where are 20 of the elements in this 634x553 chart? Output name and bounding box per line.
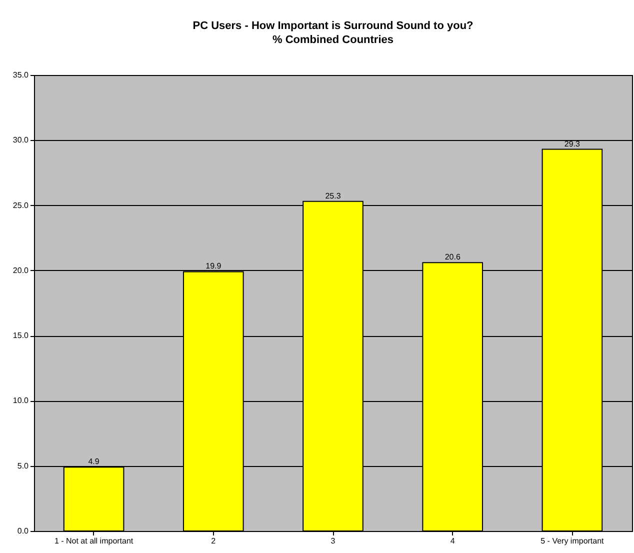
data-label: 19.9 [206, 262, 222, 271]
y-tick-label: 10.0 [12, 396, 30, 406]
y-tick-label: 30.0 [12, 136, 30, 145]
y-tick-label: 15.0 [12, 331, 30, 340]
data-label: 4.9 [88, 457, 100, 466]
y-tick-label: 20.0 [12, 266, 30, 275]
y-tick-label: 25.0 [12, 200, 30, 210]
x-tick-label: 1 - Not at all important [54, 536, 134, 546]
chart-title: PC Users - How Important is Surround Sound to you? [192, 20, 474, 32]
x-tick-label: 2 [211, 536, 216, 546]
data-label: 29.3 [564, 139, 581, 148]
data-label: 25.3 [325, 191, 342, 200]
x-tick-label: 4 [450, 536, 456, 546]
chart-subtitle: % Combined Countries [272, 34, 394, 46]
x-tick-label: 3 [330, 536, 336, 546]
y-tick-label: 0.0 [17, 526, 30, 536]
y-tick-label: 35.0 [12, 70, 30, 80]
data-label: 20.6 [444, 252, 461, 262]
y-tick-label: 5.0 [17, 461, 30, 470]
x-tick-label: 5 - Very important [540, 536, 605, 546]
